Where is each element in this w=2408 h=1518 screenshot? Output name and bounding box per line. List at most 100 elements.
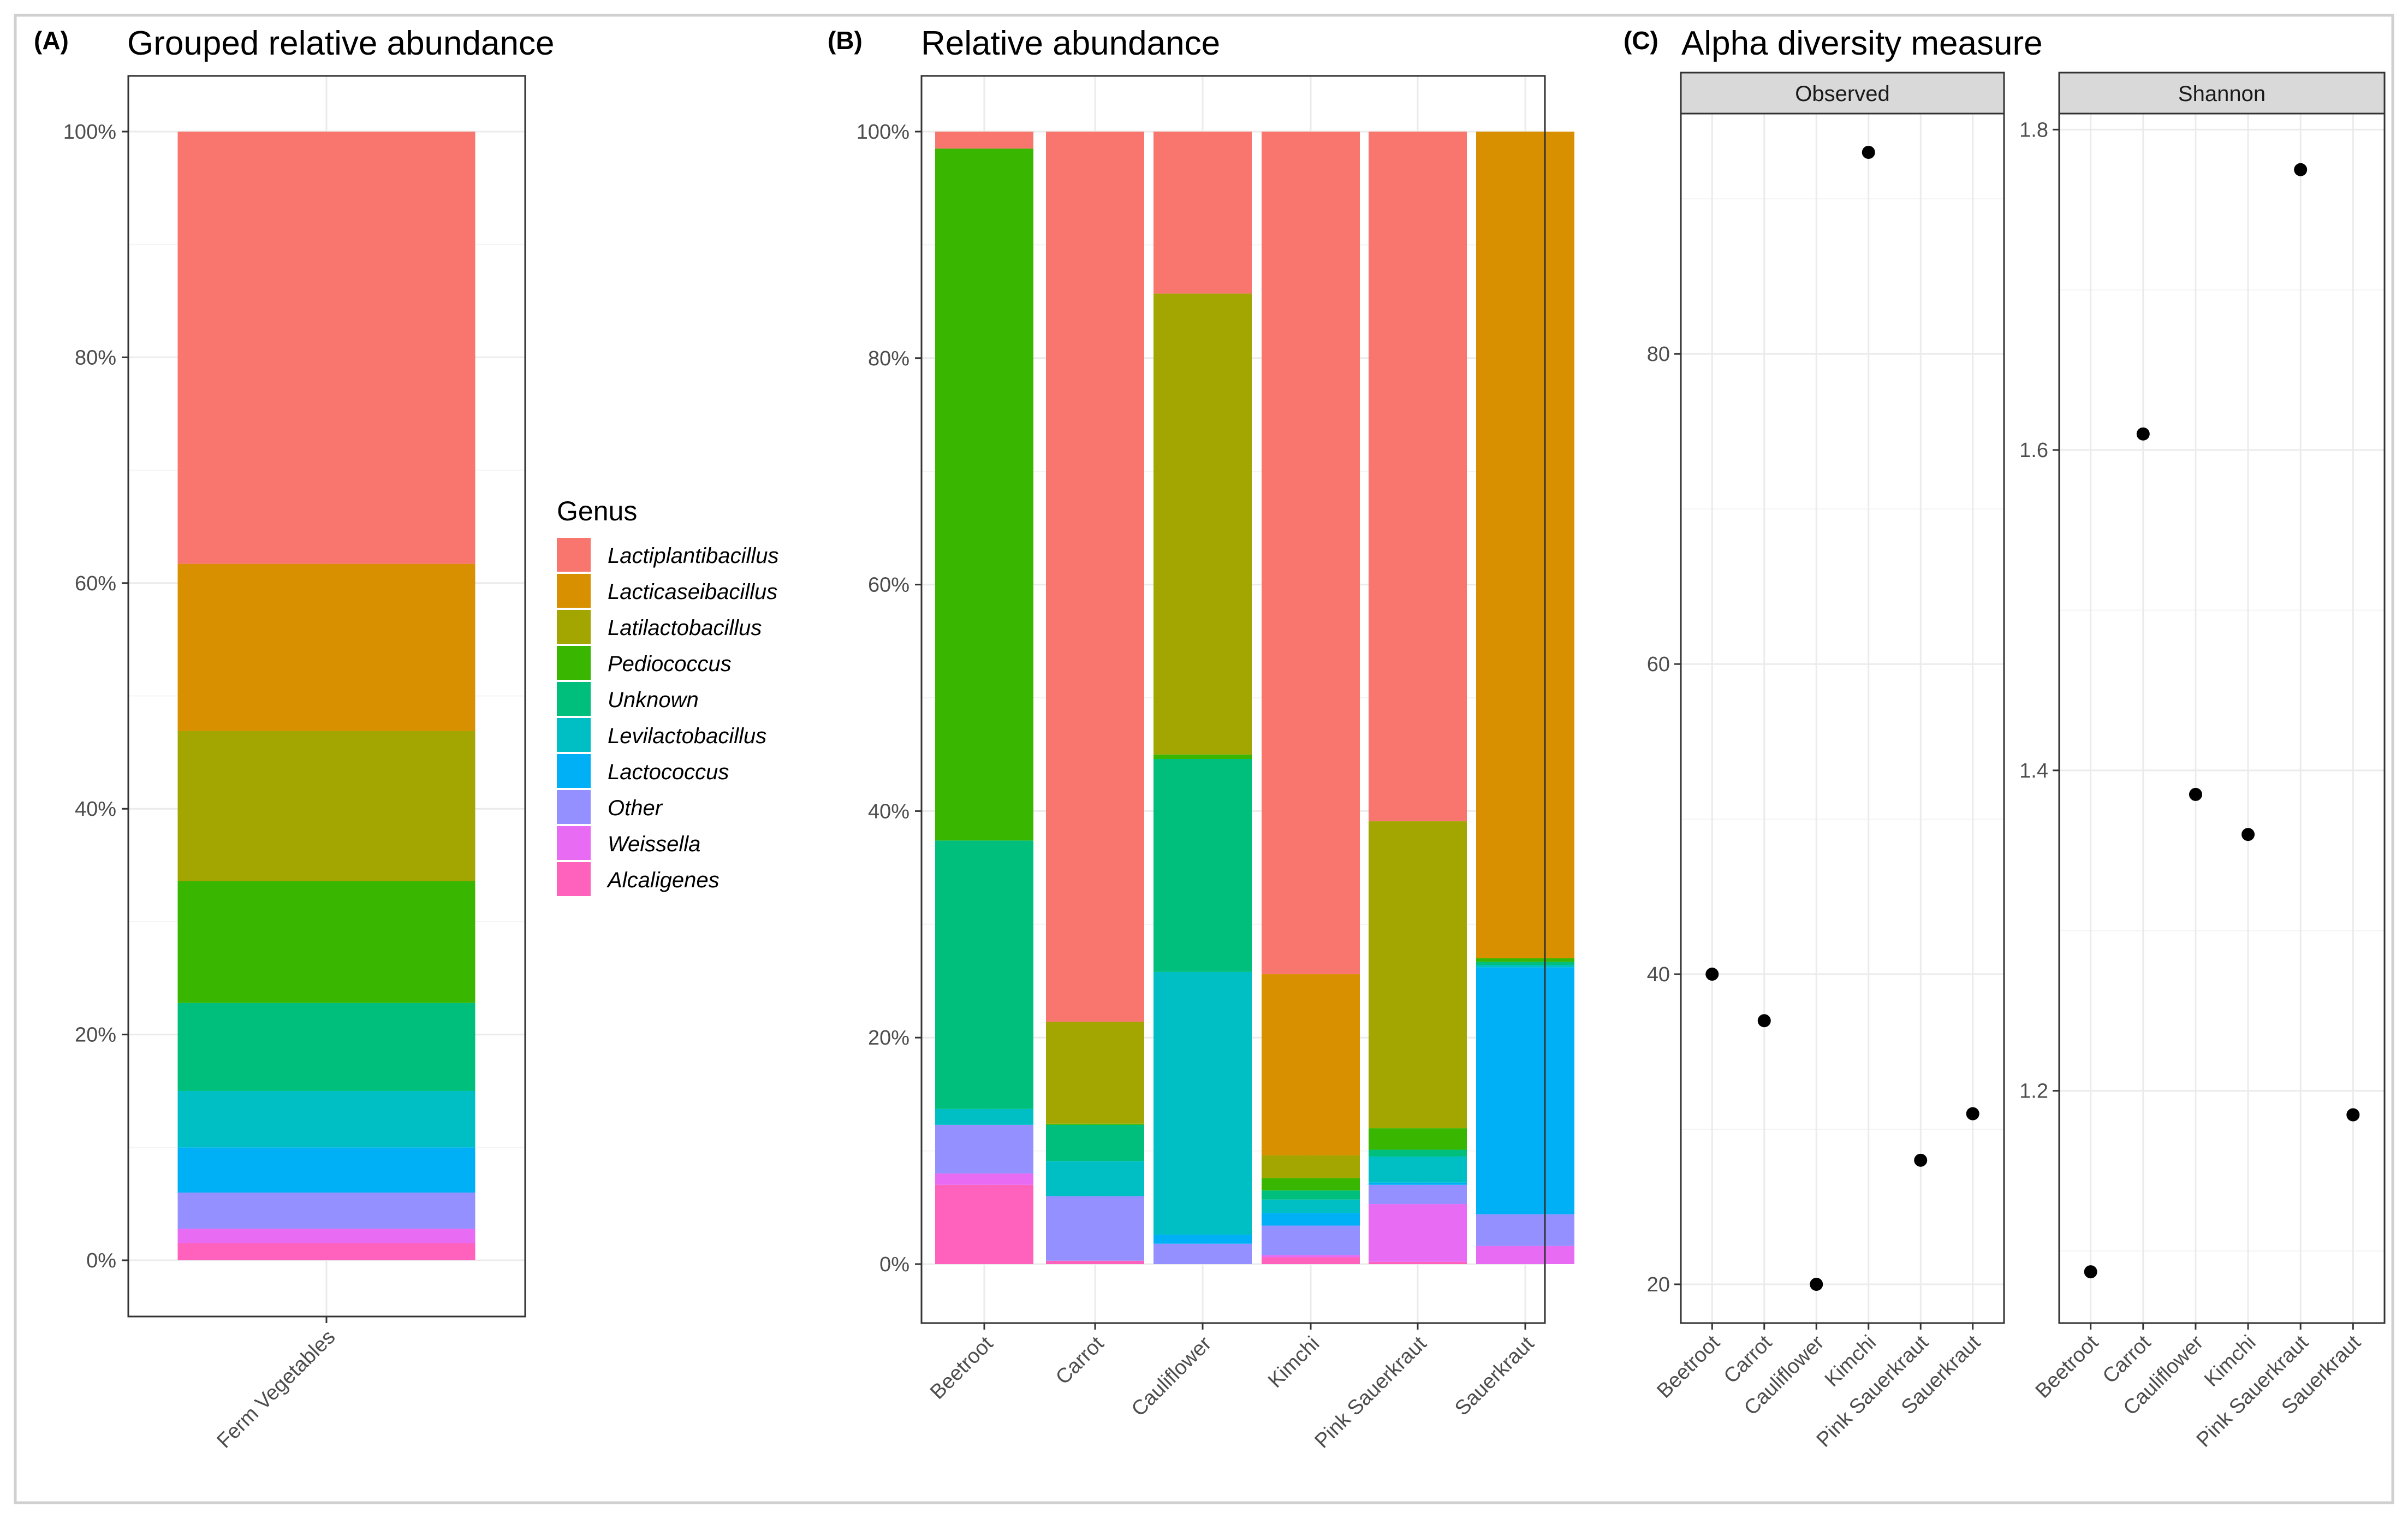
- panel-c-shannon-point-sauerkraut: [2346, 1108, 2360, 1122]
- panel-b-bars: [935, 132, 1574, 1264]
- panel-c-shannon-point-pink-sauerkraut: [2294, 163, 2308, 176]
- legend-key-other: [557, 790, 591, 824]
- panel-b-bar-sauerkraut-levilactobacillus: [1476, 965, 1574, 968]
- panel-b-ytick-label: 40%: [868, 800, 909, 823]
- panel-b-ytick-label: 60%: [868, 574, 909, 597]
- legend-key-levilactobacillus: [557, 718, 591, 752]
- panel-b-bar-carrot-unknown: [1046, 1124, 1144, 1161]
- panel-b-bar-kimchi-other: [1262, 1225, 1360, 1255]
- panel-c-observed-point-sauerkraut: [1966, 1107, 1979, 1120]
- legend-label-weissella: Weissella: [608, 832, 700, 856]
- legend-key-weissella: [557, 826, 591, 860]
- legend-key-unknown: [557, 682, 591, 716]
- panel-b-bar-cauliflower-levilactobacillus: [1154, 971, 1252, 1235]
- panel-b-bar-beetroot-alcaligenes: [935, 1184, 1033, 1264]
- panel-b-bar-kimchi-latilactobacillus: [1262, 1155, 1360, 1178]
- panel-b-bar-pink-sauerkraut-unknown: [1369, 1149, 1467, 1157]
- legend-key-lactococcus: [557, 754, 591, 788]
- panel-c-shannon-ytick-label: 1.8: [2019, 118, 2048, 141]
- panel-a-yaxis: 0% 20% 40% 60% 80% 100%: [63, 121, 128, 1272]
- panel-c-observed-point-pink-sauerkraut: [1914, 1153, 1928, 1167]
- panel-b-bar-carrot-latilactobacillus: [1046, 1022, 1144, 1124]
- panel-a-ytick-label: 40%: [75, 798, 116, 821]
- panel-b-border: [920, 75, 1546, 1324]
- panel-b-bar-carrot-other: [1046, 1196, 1144, 1261]
- panel-b-bar-cauliflower-lactococcus: [1154, 1235, 1252, 1244]
- panel-c-observed-point-kimchi: [1862, 145, 1875, 159]
- legend-label-lactiplantibacillus: Lactiplantibacillus: [608, 544, 779, 568]
- panel-b-bar-beetroot-other: [935, 1124, 1033, 1174]
- legend-label-other: Other: [608, 796, 663, 820]
- panel-a-label: (A): [34, 26, 69, 55]
- legend-key-pediococcus: [557, 646, 591, 680]
- panel-a-bars: [177, 132, 475, 1260]
- legend-label-lacticaseibacillus: Lacticaseibacillus: [608, 580, 777, 604]
- legend-key-lacticaseibacillus: [557, 574, 591, 608]
- panel-b-bar-kimchi-alcaligenes: [1262, 1257, 1360, 1264]
- panel-c-observed-point-cauliflower: [1810, 1278, 1823, 1291]
- panel-b-bar-pink-sauerkraut-lactiplantibacillus: [1369, 132, 1467, 822]
- panel-c-observed-point-beetroot: [1705, 968, 1719, 981]
- panel-c-observed-strip: [1680, 72, 2005, 115]
- legend-label-pediococcus: Pediococcus: [608, 652, 732, 676]
- panel-b-bar-carrot-levilactobacillus: [1046, 1161, 1144, 1196]
- panel-b-bar-beetroot-unknown: [935, 840, 1033, 1109]
- legend-label-lactococcus: Lactococcus: [608, 760, 729, 784]
- panel-c-label: (C): [1624, 26, 1658, 55]
- panel-b-bar-carrot-alcaligenes: [1046, 1260, 1144, 1264]
- panel-b-bar-kimchi-lactiplantibacillus: [1262, 132, 1360, 975]
- panel-b-bar-sauerkraut-weissella: [1476, 1246, 1574, 1264]
- panel-a-ytick-label: 60%: [75, 572, 116, 595]
- panel-a-bar-ferm-vegetables-lacticaseibacillus: [177, 564, 475, 731]
- panel-a-bar-ferm-vegetables-levilactobacillus: [177, 1090, 475, 1148]
- panel-b-ytick-label: 80%: [868, 347, 909, 370]
- panel-a-bar-ferm-vegetables-lactococcus: [177, 1147, 475, 1193]
- panel-c-observed-ytick-label: 40: [1647, 963, 1670, 986]
- panel-c-shannon-strip-label: Shannon: [2178, 82, 2266, 106]
- panel-a-ytick-label: 100%: [63, 121, 116, 144]
- panel-c-shannon-point-cauliflower: [2189, 787, 2202, 801]
- panel-b-bar-pink-sauerkraut-latilactobacillus: [1369, 821, 1467, 1129]
- panel-c-observed-strip-label: Observed: [1795, 82, 1889, 106]
- panel-a-ytick-label: 20%: [75, 1024, 116, 1047]
- panel-b-bar-kimchi-weissella: [1262, 1255, 1360, 1258]
- legend-label-levilactobacillus: Levilactobacillus: [608, 724, 766, 748]
- panel-b-bar-pink-sauerkraut-alcaligenes: [1369, 1261, 1467, 1264]
- panel-c-shannon-point-kimchi: [2241, 828, 2255, 841]
- panel-b-bar-beetroot-weissella: [935, 1173, 1033, 1185]
- panel-b: (B) Relative abundance 0% 20% 40% 60% 80% 100…: [828, 25, 1574, 1453]
- panel-c-shannon-border: [2058, 112, 2386, 1324]
- panel-b-bar-cauliflower-pediococcus: [1154, 754, 1252, 759]
- panel-b-bar-pink-sauerkraut-other: [1369, 1184, 1467, 1205]
- panel-b-bar-kimchi-lacticaseibacillus: [1262, 974, 1360, 1155]
- panel-a-bar-ferm-vegetables-pediococcus: [177, 881, 475, 1003]
- panel-c-observed-ytick-label: 60: [1647, 653, 1670, 676]
- panel-b-yaxis: 0% 20% 40% 60% 80% 100%: [857, 121, 921, 1276]
- legend-label-unknown: Unknown: [608, 688, 699, 712]
- panel-c-observed-ytick-label: 80: [1647, 343, 1670, 366]
- panel-b-bar-beetroot-pediococcus: [935, 149, 1033, 841]
- panel-b-bar-cauliflower-other: [1154, 1243, 1252, 1264]
- panel-a-title: Grouped relative abundance: [127, 25, 554, 62]
- panel-b-bar-sauerkraut-lactococcus: [1476, 967, 1574, 1214]
- panel-c-title: Alpha diversity measure: [1681, 25, 2043, 62]
- legend-key-alcaligenes: [557, 862, 591, 896]
- legend-key-lactiplantibacillus: [557, 538, 591, 572]
- panel-b-bar-kimchi-lactococcus: [1262, 1213, 1360, 1226]
- panel-c-observed-border: [1680, 112, 2005, 1324]
- panel-c-shannon-ytick-label: 1.4: [2019, 760, 2048, 782]
- panel-a-ytick-label: 80%: [75, 346, 116, 369]
- panel-b-bar-carrot-lactiplantibacillus: [1046, 132, 1144, 1022]
- panel-b-bar-pink-sauerkraut-levilactobacillus: [1369, 1156, 1467, 1183]
- legend-label-latilactobacillus: Latilactobacillus: [608, 616, 762, 640]
- panel-a-bar-ferm-vegetables-latilactobacillus: [177, 731, 475, 881]
- panel-b-bar-kimchi-pediococcus: [1262, 1178, 1360, 1191]
- panel-b-bar-beetroot-lactiplantibacillus: [935, 132, 1033, 149]
- panel-a-bar-ferm-vegetables-other: [177, 1192, 475, 1229]
- panel-a-ytick-label: 0%: [86, 1249, 116, 1272]
- legend-title: Genus: [557, 496, 637, 526]
- panel-b-ytick-label: 20%: [868, 1027, 909, 1049]
- panel-c-shannon-point-carrot: [2136, 427, 2150, 441]
- panel-b-bar-cauliflower-lactiplantibacillus: [1154, 132, 1252, 294]
- legend-key-latilactobacillus: [557, 610, 591, 644]
